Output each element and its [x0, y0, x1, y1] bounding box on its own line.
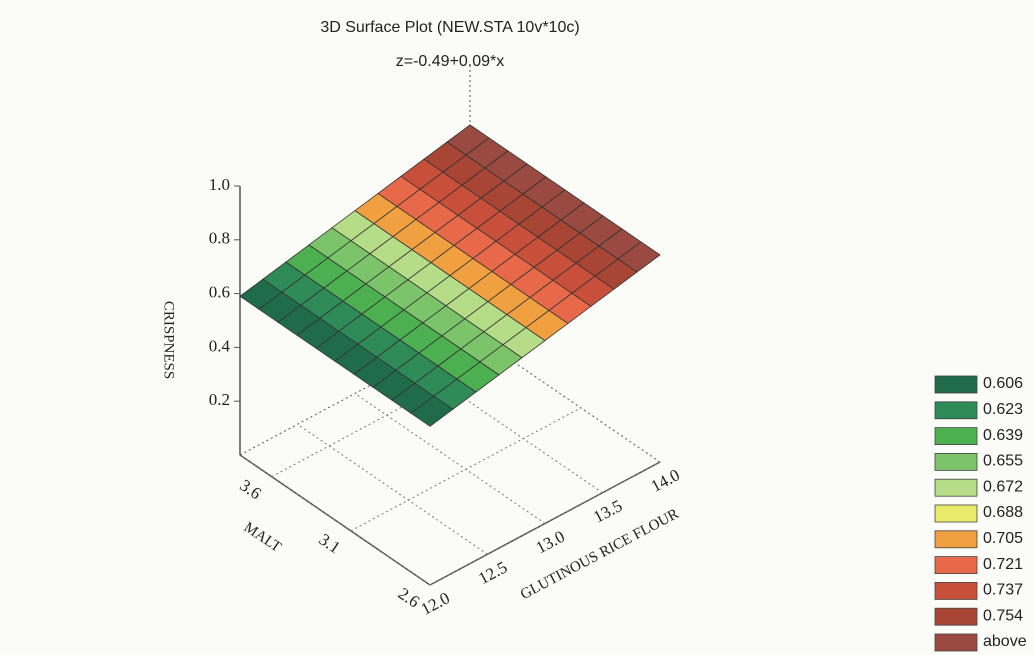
chart: 3D Surface Plot (NEW.STA 10v*10c) z=-0.4…	[0, 0, 1033, 655]
chart-subtitle: z=-0.49+0.09*x	[396, 53, 505, 70]
legend-label: 0.639	[983, 427, 1023, 444]
legend-label: 0.754	[983, 607, 1023, 624]
legend-swatch	[935, 453, 977, 470]
legend-swatch	[935, 376, 977, 393]
chart-title: 3D Surface Plot (NEW.STA 10v*10c)	[320, 19, 579, 36]
legend-label: 0.606	[983, 375, 1023, 392]
page: 3D Surface Plot (NEW.STA 10v*10c) z=-0.4…	[0, 0, 1033, 655]
legend-swatch	[935, 402, 977, 419]
legend-label: 0.737	[983, 582, 1023, 599]
legend-swatch	[935, 634, 977, 651]
legend-swatch	[935, 531, 977, 548]
legend-swatch	[935, 428, 977, 445]
legend-label: 0.672	[983, 478, 1023, 495]
legend-label: 0.623	[983, 401, 1023, 418]
legend-label: 0.655	[983, 453, 1023, 470]
z-tick-label: 0.8	[209, 229, 230, 248]
legend-label: above	[983, 633, 1027, 650]
legend-label: 0.688	[983, 504, 1023, 521]
legend-swatch	[935, 479, 977, 496]
z-axis-title: CRISPNESS	[161, 301, 177, 379]
legend-swatch	[935, 505, 977, 522]
legend-swatch	[935, 582, 977, 599]
legend-label: 0.721	[983, 556, 1023, 573]
z-tick-label: 1.0	[209, 175, 230, 194]
z-tick-label: 0.2	[209, 390, 230, 409]
z-tick-label: 0.6	[209, 283, 230, 302]
z-tick-label: 0.4	[209, 336, 231, 355]
legend-swatch	[935, 608, 977, 625]
legend-label: 0.705	[983, 530, 1023, 547]
legend-swatch	[935, 557, 977, 574]
